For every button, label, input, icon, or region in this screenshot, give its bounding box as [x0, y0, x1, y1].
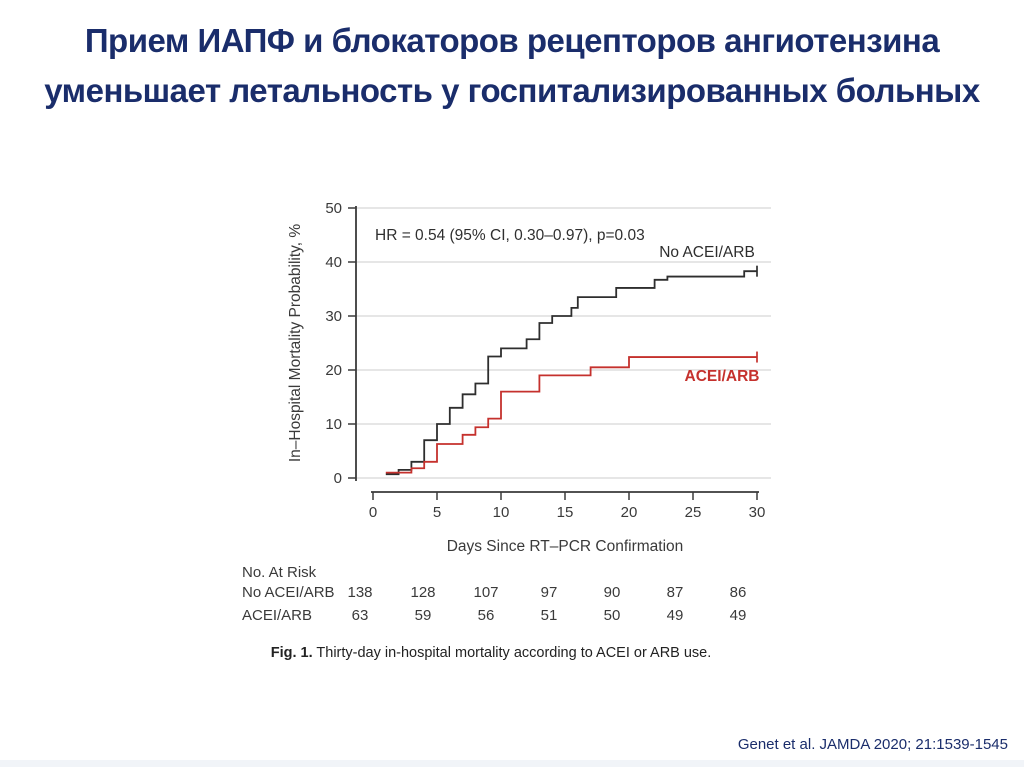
footer-strip: [0, 760, 1024, 767]
at-risk-value: 63: [352, 607, 369, 624]
citation-text: Genet et al. JAMDA 2020; 21:1539-1545: [737, 736, 1008, 753]
x-tick-label: 15: [557, 504, 574, 521]
y-tick-label: 20: [325, 362, 342, 379]
axis-title-y: In–Hospital Mortality Probability, %: [287, 224, 304, 463]
title-line-1: Прием ИАПФ и блокаторов рецепторов ангио…: [84, 22, 940, 59]
at-risk-value: 128: [410, 584, 435, 601]
at-risk-header: No. At Risk: [242, 564, 317, 581]
hr-annotation: HR = 0.54 (95% CI, 0.30–0.97), p=0.03: [375, 227, 645, 244]
y-tick-label: 10: [325, 416, 342, 433]
slide-title: Прием ИАПФ и блокаторов рецепторов ангио…: [0, 16, 1024, 116]
at-risk-value: 97: [541, 584, 558, 601]
x-tick-label: 0: [369, 504, 377, 521]
curve-label: ACEI/ARB: [685, 368, 760, 385]
km-curve-acei-arb: [385, 356, 757, 474]
at-risk-value: 87: [667, 584, 684, 601]
at-risk-value: 107: [473, 584, 498, 601]
at-risk-row-label: No ACEI/ARB: [242, 584, 335, 601]
title-line-2: уменьшает летальность у госпитализирован…: [44, 72, 980, 109]
at-risk-row-label: ACEI/ARB: [242, 607, 312, 624]
figure-caption: Fig. 1. Thirty-day in-hospital mortality…: [271, 645, 712, 661]
x-tick-label: 30: [749, 504, 766, 521]
x-tick-label: 20: [621, 504, 638, 521]
curve-label: No ACEI/ARB: [659, 244, 755, 261]
at-risk-value: 51: [541, 607, 558, 624]
x-tick-label: 10: [493, 504, 510, 521]
y-tick-label: 50: [325, 200, 342, 217]
x-tick-label: 25: [685, 504, 702, 521]
y-tick-label: 40: [325, 254, 342, 271]
at-risk-value: 49: [667, 607, 684, 624]
at-risk-value: 50: [604, 607, 621, 624]
km-chart-svg: 0 10 20 30 40 50 0 5 10 15 20 25 30 In–Hospital Morta…: [242, 200, 771, 661]
at-risk-value: 49: [730, 607, 747, 624]
x-tick-label: 5: [433, 504, 441, 521]
at-risk-value: 86: [730, 584, 747, 601]
at-risk-value: 59: [415, 607, 432, 624]
at-risk-value: 138: [347, 584, 372, 601]
y-tick-label: 0: [334, 470, 342, 487]
at-risk-value: 90: [604, 584, 621, 601]
y-tick-label: 30: [325, 308, 342, 325]
axis-title-x: Days Since RT–PCR Confirmation: [447, 538, 684, 555]
at-risk-value: 56: [478, 607, 495, 624]
km-curve-no-acei-arb: [385, 270, 757, 476]
